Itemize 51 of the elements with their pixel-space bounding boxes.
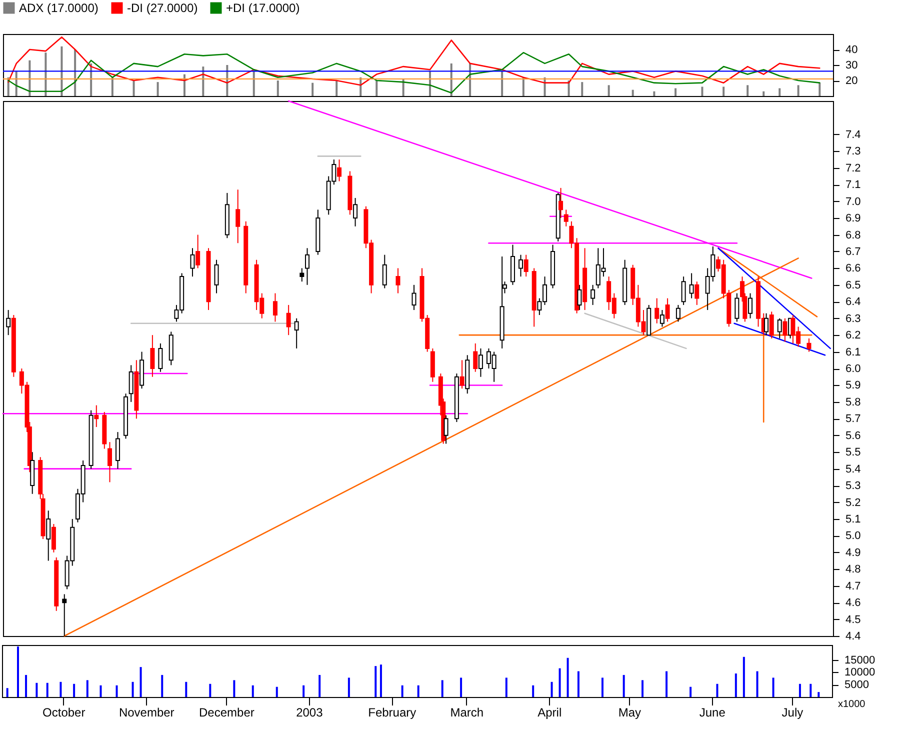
y-tick-label: 6.9 bbox=[846, 212, 861, 225]
y-tick-label: 6.2 bbox=[846, 330, 861, 342]
y-tick-label: 6.7 bbox=[846, 246, 861, 258]
y-tick-label: 4.6 bbox=[846, 597, 861, 610]
y-tick-label: 5.2 bbox=[846, 496, 861, 509]
y-tick-label: 7.0 bbox=[846, 196, 861, 208]
y-tick-label: 5.1 bbox=[846, 513, 861, 526]
y-tick-label: 7.3 bbox=[846, 146, 861, 158]
y-tick-label: 6.4 bbox=[846, 296, 861, 308]
y-tick-label: 30 bbox=[846, 60, 858, 72]
y-tick-label: 4.9 bbox=[846, 546, 861, 559]
y-tick-label: 7.1 bbox=[846, 179, 861, 192]
x-tick-label: December bbox=[199, 706, 254, 720]
y-tick-label: 7.2 bbox=[846, 162, 861, 174]
y-tick-label: 6.8 bbox=[846, 229, 861, 242]
y-tick-label: 5.4 bbox=[846, 463, 861, 476]
x-tick-label: November bbox=[118, 706, 174, 720]
x-tick-label: March bbox=[450, 706, 484, 720]
y-tick-label: 4.7 bbox=[846, 580, 861, 592]
y-tick-label: 5000 bbox=[844, 679, 869, 692]
y-tick-label: 15000 bbox=[844, 654, 876, 666]
y-tick-label: 4.8 bbox=[846, 564, 861, 576]
legend-label: -DI (27.0000) bbox=[127, 1, 198, 15]
legend-label: +DI (17.0000) bbox=[226, 1, 300, 15]
y-tick-label: 4.4 bbox=[846, 630, 861, 642]
y-tick-label: 6.6 bbox=[846, 262, 861, 275]
y-tick-label: 5.5 bbox=[846, 446, 861, 459]
y-tick-label: 6.0 bbox=[846, 363, 861, 375]
y-tick-label: 7.4 bbox=[846, 128, 861, 141]
x-tick-label: July bbox=[782, 706, 804, 720]
y-tick-label: 20 bbox=[846, 75, 858, 87]
y-tick-label: 10000 bbox=[844, 666, 876, 679]
y-tick-label: 5.8 bbox=[846, 396, 861, 408]
y-tick-label: 6.1 bbox=[846, 346, 861, 358]
y-tick-label: 6.3 bbox=[846, 312, 861, 325]
legend-label: ADX (17.0000) bbox=[19, 1, 98, 15]
y-tick-label: 4.5 bbox=[846, 614, 861, 626]
x-tick-label: October bbox=[42, 706, 86, 720]
y-tick-label: 6.5 bbox=[846, 279, 861, 292]
text: x1000 bbox=[838, 699, 866, 710]
x-tick-label: February bbox=[368, 706, 416, 720]
x-tick-label: April bbox=[538, 706, 562, 720]
y-tick-label: 5.7 bbox=[846, 413, 861, 426]
y-tick-label: 5.0 bbox=[846, 530, 861, 542]
y-tick-label: 5.3 bbox=[846, 480, 861, 492]
y-tick-label: 40 bbox=[846, 44, 858, 56]
y-tick-label: 5.6 bbox=[846, 430, 861, 442]
y-tick-label: 5.9 bbox=[846, 380, 861, 392]
x-tick-label: June bbox=[699, 706, 726, 720]
x-tick-label: May bbox=[618, 706, 642, 720]
x-tick-label: 2003 bbox=[296, 706, 324, 720]
